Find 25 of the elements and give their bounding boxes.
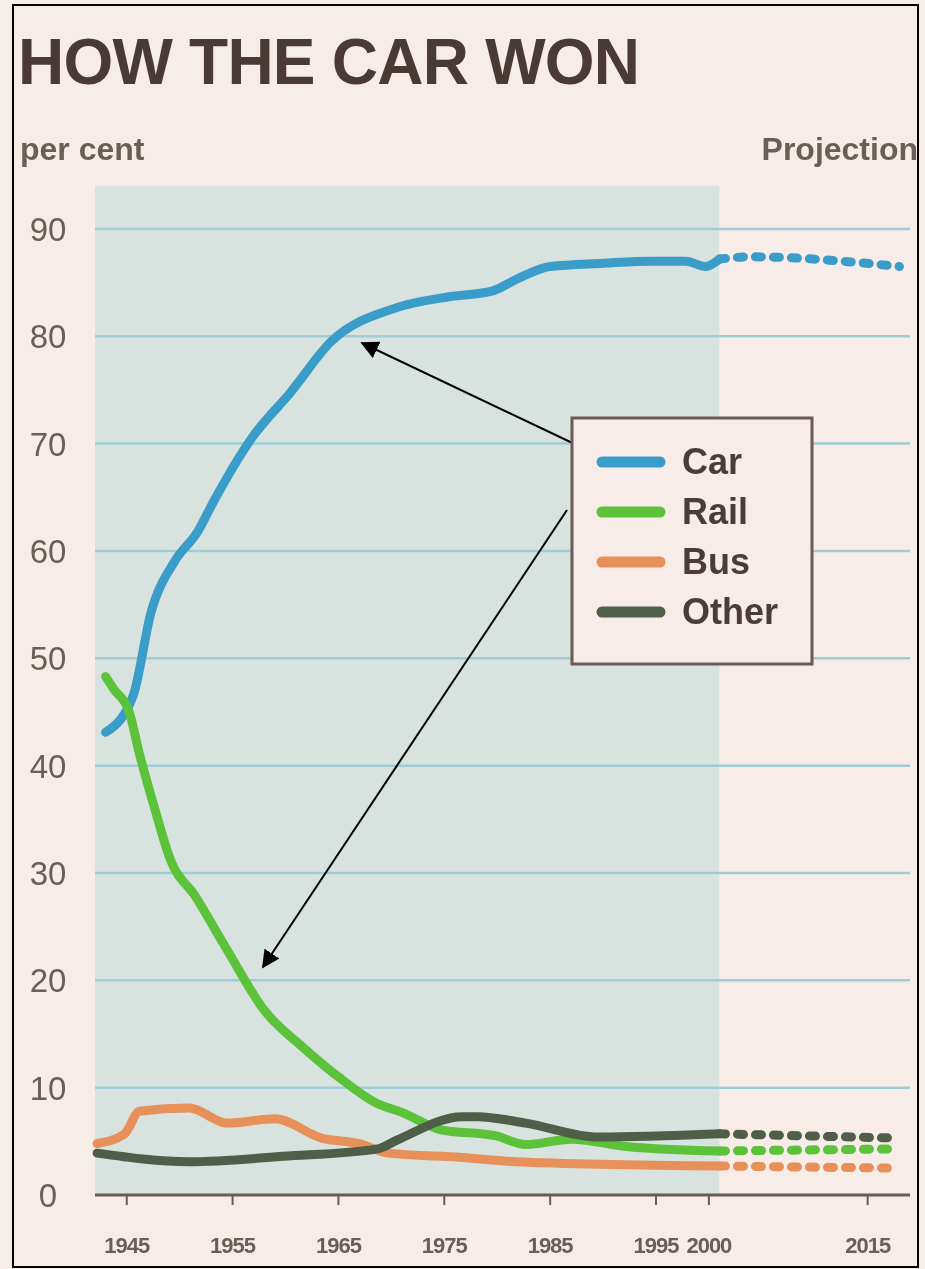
- y-tick-label: 90: [29, 210, 67, 248]
- band-label: Projection: [761, 131, 918, 167]
- y-tick-label: 60: [29, 532, 67, 570]
- y-tick-label: 40: [29, 747, 67, 785]
- y-tick-label: 80: [29, 318, 67, 356]
- x-tick-label: 1975: [421, 1233, 468, 1258]
- legend-label: Rail: [682, 491, 749, 532]
- y-tick-label: 10: [29, 1069, 67, 1107]
- y-tick-label: 0: [38, 1177, 58, 1214]
- x-tick-label: 2015: [845, 1233, 891, 1258]
- x-tick-label: 1945: [104, 1233, 150, 1258]
- x-tick-label: 1985: [527, 1233, 574, 1258]
- legend-label: Car: [682, 441, 743, 482]
- x-tick-label: 1965: [315, 1233, 362, 1258]
- y-axis-title: per cent: [20, 131, 145, 167]
- legend-label: Other: [682, 591, 779, 632]
- y-tick-label: 50: [29, 640, 67, 678]
- x-tick-label: 1955: [210, 1233, 256, 1258]
- x-tick-label: 1995: [633, 1233, 680, 1258]
- y-tick-label: 20: [29, 962, 67, 1000]
- y-tick-label: 70: [29, 425, 67, 463]
- chart-title: HOW THE CAR WON: [18, 26, 640, 98]
- y-tick-label: 30: [29, 854, 67, 892]
- x-tick-label: 2000: [686, 1233, 733, 1258]
- legend-label: Bus: [682, 541, 751, 582]
